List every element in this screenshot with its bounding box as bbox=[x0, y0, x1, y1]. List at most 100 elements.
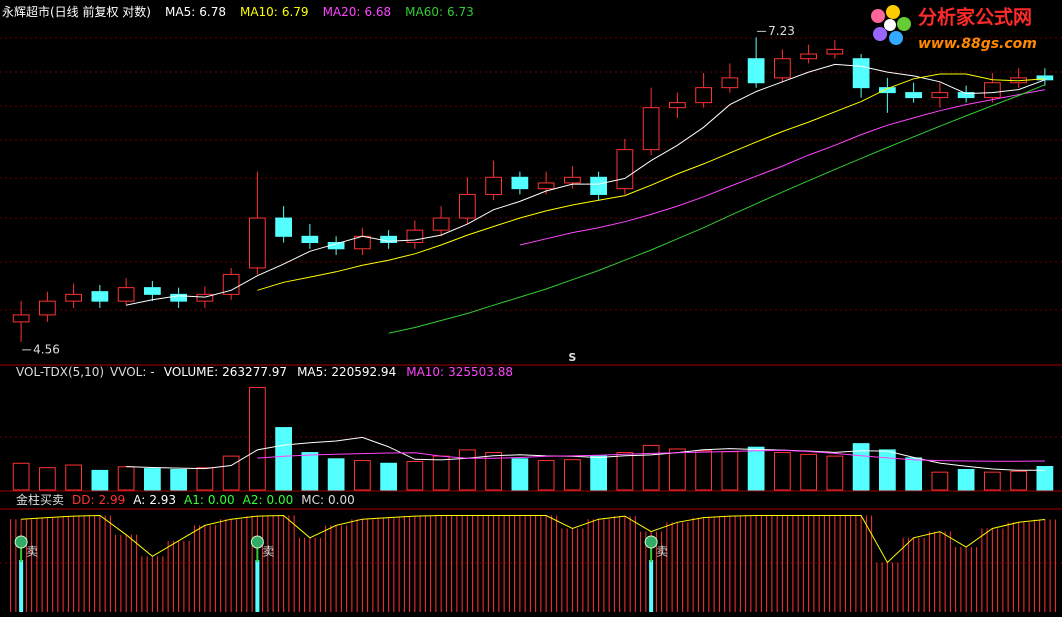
logo-petal bbox=[873, 27, 887, 41]
line bbox=[257, 449, 1045, 462]
volume-bar bbox=[301, 452, 319, 491]
volume-bar bbox=[144, 468, 161, 491]
candle-body bbox=[879, 87, 896, 94]
volume-bar bbox=[249, 386, 266, 491]
line bbox=[519, 89, 1045, 246]
candle-body bbox=[144, 287, 161, 295]
panel-header: VOL-TDX(5,10) VVOL: - VOLUME: 263277.97 MA5:… bbox=[16, 365, 513, 379]
candle-body bbox=[249, 217, 266, 269]
candle-body bbox=[459, 193, 476, 219]
candle-body bbox=[721, 77, 739, 89]
price-grid bbox=[0, 37, 1062, 564]
volume-bar bbox=[774, 452, 791, 491]
candle-body bbox=[39, 300, 56, 316]
header-item: 6.73 bbox=[447, 5, 474, 19]
header-item: 6.78 bbox=[199, 5, 226, 19]
header-item: 2.93 bbox=[149, 493, 176, 507]
volume-bar bbox=[432, 455, 450, 491]
panel-header: 永辉超市(日线 前复权 对数) MA5: 6.78 MA10: 6.79 MA20: 6.6… bbox=[2, 4, 474, 19]
candle-body bbox=[301, 235, 319, 244]
candle-body bbox=[747, 58, 765, 84]
header-item: 金柱买卖 bbox=[16, 492, 64, 507]
volume-bar bbox=[669, 448, 686, 491]
logo-petal bbox=[886, 5, 900, 19]
logo-url: www.88gs.com bbox=[918, 36, 1037, 52]
candle-body bbox=[616, 149, 634, 190]
header-item: 永辉超市(日线 前复权 对数) bbox=[2, 4, 151, 19]
signal-label: 卖 bbox=[26, 545, 38, 559]
volume-bar bbox=[695, 450, 712, 491]
candle-body bbox=[91, 291, 109, 302]
header-item: 2.99 bbox=[99, 493, 126, 507]
line bbox=[125, 63, 1046, 306]
header-item: VOLUME: bbox=[164, 365, 218, 379]
candle-body bbox=[957, 92, 975, 99]
signal-marker: S bbox=[568, 351, 576, 364]
candle-body bbox=[590, 176, 607, 195]
signal-label: 卖 bbox=[656, 545, 668, 559]
logo-name: 分析家公式网 bbox=[918, 6, 1032, 29]
volume-bar bbox=[380, 462, 397, 491]
volume-bar bbox=[117, 466, 135, 491]
volume-bar bbox=[642, 444, 660, 491]
header-item: MA10: bbox=[406, 365, 444, 379]
logo: 分析家公式网 www.88gs.com bbox=[871, 5, 1037, 52]
signal-icon bbox=[644, 535, 658, 549]
volume-bar bbox=[91, 469, 109, 491]
volume-bar bbox=[564, 459, 581, 491]
volume-bar bbox=[511, 458, 529, 491]
header-item: 220592.94 bbox=[331, 365, 396, 379]
candle-body bbox=[774, 58, 791, 79]
volume-bar bbox=[747, 446, 765, 491]
signal-bar bbox=[19, 560, 24, 612]
header-item: MA5: bbox=[297, 365, 327, 379]
header-item: 325503.88 bbox=[448, 365, 513, 379]
signal-label: 卖 bbox=[262, 545, 274, 559]
line bbox=[257, 73, 1045, 291]
candle-body bbox=[852, 58, 870, 89]
volume-bar bbox=[800, 453, 817, 491]
header-item: 263277.97 bbox=[222, 365, 287, 379]
volume-bar bbox=[879, 449, 896, 491]
volume-bar bbox=[590, 455, 607, 491]
candle-body bbox=[931, 92, 949, 99]
line bbox=[126, 436, 1045, 471]
volume-bar bbox=[196, 467, 214, 491]
header-item: 0.00 bbox=[208, 493, 235, 507]
volume-bar bbox=[459, 449, 476, 491]
signal-icon bbox=[14, 535, 28, 549]
volume-bar bbox=[485, 452, 502, 491]
header-item: VVOL: - bbox=[110, 365, 154, 379]
candle-body bbox=[432, 217, 450, 231]
candle-body bbox=[826, 48, 844, 55]
header-item: A1: bbox=[184, 493, 204, 507]
candle-body bbox=[564, 176, 581, 184]
line bbox=[388, 84, 1046, 334]
volume-bar bbox=[826, 455, 844, 491]
sell-signal: 卖 bbox=[14, 535, 38, 612]
candle-body bbox=[170, 293, 187, 302]
candle-body bbox=[537, 182, 555, 190]
candle-body bbox=[196, 293, 214, 302]
signal-bar bbox=[255, 560, 260, 612]
volume-bar bbox=[222, 455, 240, 491]
sell-signal: 卖 bbox=[250, 535, 274, 612]
volume-bar bbox=[905, 457, 922, 491]
volume-bar bbox=[275, 427, 292, 491]
logo-petal bbox=[871, 9, 885, 23]
header-item: 0.00 bbox=[267, 493, 294, 507]
candle-body bbox=[642, 107, 660, 151]
candle-body bbox=[905, 92, 922, 99]
volume-bar bbox=[406, 460, 424, 491]
candle-body bbox=[669, 102, 686, 109]
header-item: MA5: bbox=[165, 5, 195, 19]
candle-body bbox=[117, 287, 135, 302]
signal-icon bbox=[250, 535, 264, 549]
header-item: A2: bbox=[243, 493, 263, 507]
header-item: MA20: bbox=[323, 5, 361, 19]
logo-petal bbox=[889, 31, 903, 45]
header-item: 6.79 bbox=[282, 5, 309, 19]
volume-bar bbox=[1036, 466, 1054, 491]
candle-body bbox=[65, 293, 82, 302]
